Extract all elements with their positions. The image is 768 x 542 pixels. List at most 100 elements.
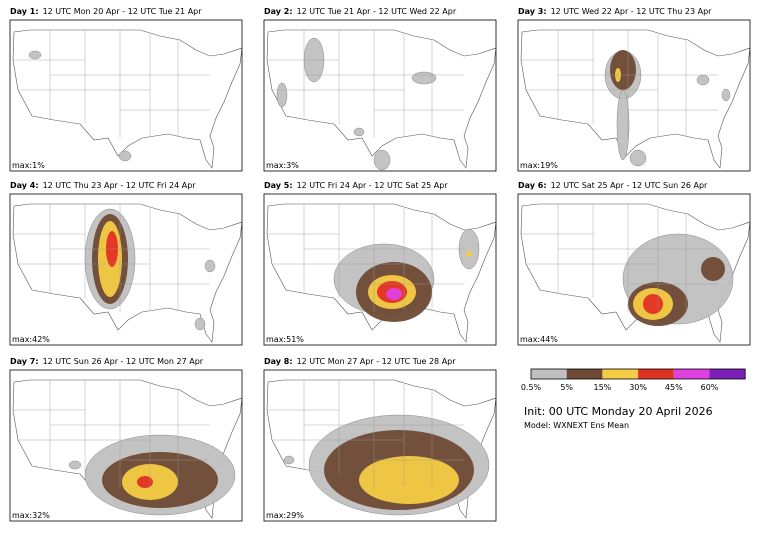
map-content [12,379,242,519]
probability-area [466,251,472,257]
probability-area [616,89,630,161]
probability-area [696,74,710,86]
probability-area [204,259,216,273]
panel-period: 12 UTC Mon 20 Apr - 12 UTC Tue 21 Apr [43,7,203,16]
probability-area [373,149,391,171]
panel-title: Day 2: 12 UTC Tue 21 Apr - 12 UTC Wed 22 … [264,7,457,16]
panel-title: Day 3: 12 UTC Wed 22 Apr - 12 UTC Thu 23 … [518,7,712,16]
probability-area [68,460,82,470]
colorbar-swatch [531,369,567,379]
panel-day: Day 5: [264,181,293,190]
land-outline [266,29,496,169]
probability-area [629,149,647,167]
map-content [266,379,496,519]
panel-title: Day 5: 12 UTC Fri 24 Apr - 12 UTC Sat 25 … [264,181,448,190]
probability-area [353,127,365,137]
map-body [520,203,750,343]
panel-max: max:3% [266,161,299,170]
panel-frame [9,19,243,172]
panel-period: 12 UTC Fri 24 Apr - 12 UTC Sat 25 Apr [297,181,449,190]
colorbar-label: 5% [560,383,573,392]
probability-area [276,82,288,108]
map-body [266,29,496,171]
panel-period: 12 UTC Mon 27 Apr - 12 UTC Tue 28 Apr [297,357,457,366]
panel-max: max:1% [12,161,45,170]
map-content [266,203,496,343]
panel-frame [263,19,497,172]
colorbar-label: 60% [701,383,719,392]
panel-day: Day 4: [10,181,39,190]
panel-max: max:19% [520,161,558,170]
colorbar-swatch [638,369,674,379]
map-body [12,379,242,519]
init-text: Init: 00 UTC Monday 20 April 2026 [524,405,713,418]
land-outline [12,29,242,169]
map-panel: Day 7: 12 UTC Sun 26 Apr - 12 UTC Mon 27 … [9,357,243,522]
map-panel: Day 2: 12 UTC Tue 21 Apr - 12 UTC Wed 22 … [263,7,497,172]
panel-max: max:44% [520,335,558,344]
panel-title: Day 4: 12 UTC Thu 23 Apr - 12 UTC Fri 24 … [10,181,196,190]
panel-period: 12 UTC Thu 23 Apr - 12 UTC Fri 24 Apr [43,181,197,190]
panel-frame [9,193,243,346]
panel-max: max:29% [266,511,304,520]
panel-period: 12 UTC Sun 26 Apr - 12 UTC Mon 27 Apr [43,357,204,366]
map-body [12,29,242,169]
panel-day: Day 2: [264,7,293,16]
map-content [12,29,242,169]
panel-title: Day 6: 12 UTC Sat 25 Apr - 12 UTC Sun 26 … [518,181,708,190]
map-body [266,379,496,519]
probability-area [610,50,636,90]
map-content [520,203,750,343]
panel-day: Day 6: [518,181,547,190]
panel-title: Day 1: 12 UTC Mon 20 Apr - 12 UTC Tue 21 … [10,7,202,16]
probability-area [359,456,459,504]
panel-day: Day 7: [10,357,39,366]
panel-title: Day 8: 12 UTC Mon 27 Apr - 12 UTC Tue 28 … [264,357,456,366]
map-body [520,29,750,169]
map-panel: Day 4: 12 UTC Thu 23 Apr - 12 UTC Fri 24 … [9,181,243,346]
probability-area [643,294,663,314]
map-content [520,29,750,169]
map-panel: Day 1: 12 UTC Mon 20 Apr - 12 UTC Tue 21 … [9,7,243,172]
map-body [12,203,242,343]
probability-area [283,455,295,465]
panel-title: Day 7: 12 UTC Sun 26 Apr - 12 UTC Mon 27 … [10,357,204,366]
panel-max: max:42% [12,335,50,344]
panel-max: max:32% [12,511,50,520]
panel-period: 12 UTC Tue 21 Apr - 12 UTC Wed 22 Apr [297,7,457,16]
panel-period: 12 UTC Sat 25 Apr - 12 UTC Sun 26 Apr [551,181,708,190]
panel-frame [263,193,497,346]
map-panel: Day 6: 12 UTC Sat 25 Apr - 12 UTC Sun 26 … [517,181,751,346]
colorbar-label: 45% [665,383,683,392]
colorbar-label: 30% [629,383,647,392]
map-body [266,203,496,343]
colorbar-swatch [709,369,746,379]
probability-area [194,317,206,331]
map-content [12,203,242,343]
probability-area [411,71,437,85]
probability-area [118,150,132,162]
panel-frame [9,369,243,522]
map-panel: Day 8: 12 UTC Mon 27 Apr - 12 UTC Tue 28 … [263,357,497,522]
panel-day: Day 8: [264,357,293,366]
panel-period: 12 UTC Wed 22 Apr - 12 UTC Thu 23 Apr [551,7,713,16]
probability-area [386,288,402,300]
panel-frame [263,369,497,522]
map-content [266,29,496,171]
panel-day: Day 3: [518,7,547,16]
colorbar-swatch [566,369,603,379]
colorbar-swatch [673,369,710,379]
panel-max: max:51% [266,335,304,344]
colorbar-label: 0.5% [521,383,542,392]
probability-area [701,257,725,281]
probability-area [137,476,153,488]
panel-frame [517,193,751,346]
land-outline [520,29,750,169]
colorbar-swatch [602,369,639,379]
probability-area [721,88,731,102]
panel-day: Day 1: [10,7,39,16]
panel-frame [517,19,751,172]
colorbar-frame [530,368,746,380]
map-panel: Day 5: 12 UTC Fri 24 Apr - 12 UTC Sat 25 … [263,181,497,346]
